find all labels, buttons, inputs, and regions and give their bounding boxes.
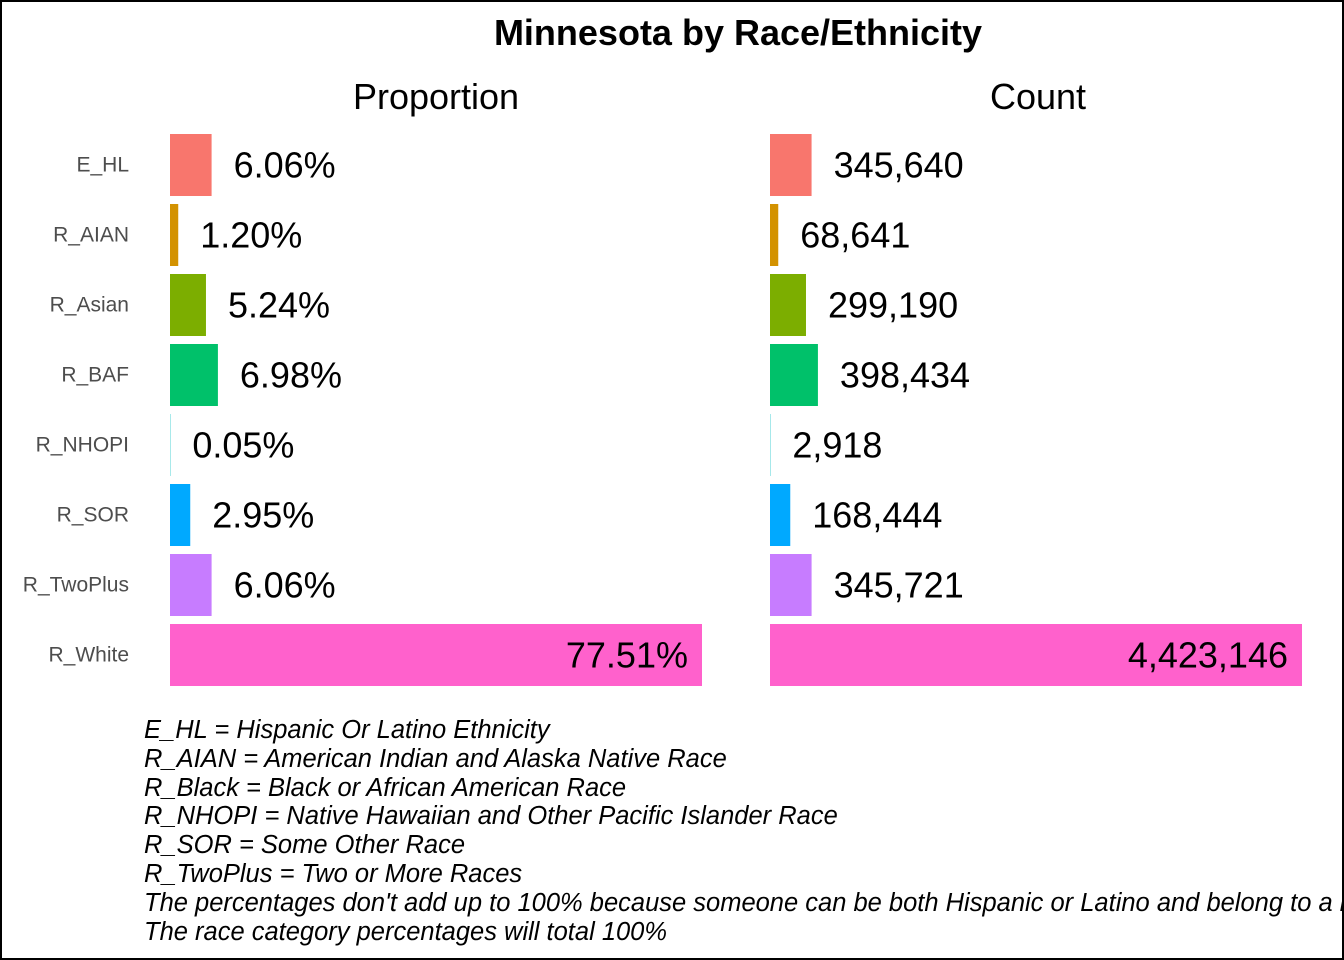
chart-title: Minnesota by Race/Ethnicity bbox=[493, 12, 983, 53]
note-line: R_AIAN = American Indian and Alaska Nati… bbox=[144, 744, 727, 773]
data-label: 345,721 bbox=[834, 565, 964, 606]
data-label: 168,444 bbox=[812, 495, 942, 536]
note-line: R_SOR = Some Other Race bbox=[144, 831, 466, 860]
bar bbox=[770, 554, 812, 616]
category-label: R_Asian bbox=[50, 294, 129, 317]
note-line: R_Black = Black or African American Race bbox=[144, 773, 627, 802]
panel-title-count: Count bbox=[989, 76, 1087, 117]
category-label: R_SOR bbox=[57, 504, 129, 527]
bar bbox=[770, 274, 806, 336]
note-line: E_HL = Hispanic Or Latino Ethnicity bbox=[144, 716, 550, 744]
note-line: The percentages don't add up to 100% bec… bbox=[144, 888, 1342, 917]
data-label: 2,918 bbox=[792, 425, 882, 466]
note-line: The race category percentages will total… bbox=[144, 917, 668, 946]
data-label: 345,640 bbox=[834, 145, 964, 186]
data-label: 0.05% bbox=[192, 425, 294, 466]
data-label: 4,423,146 bbox=[1128, 635, 1288, 676]
data-label: 398,434 bbox=[840, 355, 970, 396]
data-label: 2.95% bbox=[212, 495, 314, 536]
bar bbox=[170, 274, 206, 336]
bar bbox=[170, 204, 179, 266]
bar bbox=[770, 344, 818, 406]
note-line: R_TwoPlus = Two or More Races bbox=[144, 859, 523, 888]
bar bbox=[170, 484, 191, 546]
bar bbox=[170, 554, 212, 616]
bar bbox=[170, 624, 702, 686]
category-label: R_AIAN bbox=[53, 224, 129, 247]
data-label: 68,641 bbox=[800, 215, 910, 256]
bar bbox=[170, 134, 212, 196]
data-label: 299,190 bbox=[828, 285, 958, 326]
panel-title-proportion: Proportion bbox=[352, 76, 520, 117]
bar bbox=[770, 484, 791, 546]
data-label: 6.98% bbox=[240, 355, 342, 396]
bar bbox=[770, 134, 812, 196]
category-label: R_BAF bbox=[61, 364, 129, 387]
data-label: 6.06% bbox=[234, 145, 336, 186]
bar bbox=[770, 624, 1302, 686]
category-label: R_NHOPI bbox=[36, 434, 129, 457]
note-line: R_NHOPI = Native Hawaiian and Other Paci… bbox=[144, 802, 838, 831]
data-label: 5.24% bbox=[228, 285, 330, 326]
category-label: R_TwoPlus bbox=[23, 574, 129, 597]
data-label: 6.06% bbox=[234, 565, 336, 606]
category-label: R_White bbox=[48, 644, 129, 667]
legend-notes: E_HL = Hispanic Or Latino Ethnicity R_AI… bbox=[144, 716, 1342, 946]
data-label: 77.51% bbox=[566, 635, 688, 676]
data-label: 1.20% bbox=[200, 215, 302, 256]
bar bbox=[770, 204, 779, 266]
bar bbox=[170, 344, 218, 406]
category-label: E_HL bbox=[76, 154, 129, 177]
